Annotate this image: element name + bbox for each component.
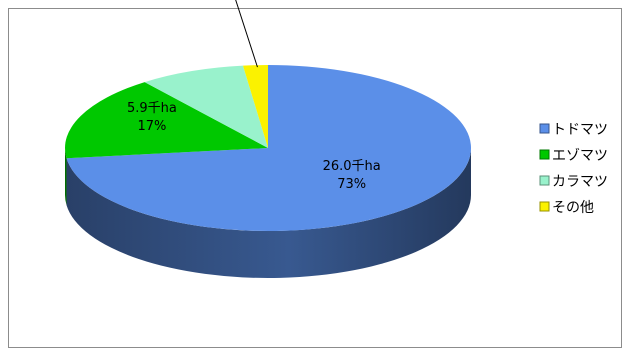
slice-1 — [66, 65, 471, 231]
legend-swatch-1 — [539, 123, 550, 134]
legend-swatch-2 — [539, 149, 550, 160]
legend-label-4: その他 — [552, 200, 594, 216]
slice-1-value-label: 26.0千ha — [323, 159, 381, 174]
slice-3 — [144, 65, 268, 148]
legend-label-2: エゾマツ — [552, 148, 608, 164]
slice-2 — [65, 82, 268, 159]
pie-sides — [65, 148, 472, 278]
leader-line — [235, 0, 258, 68]
pie-tops — [65, 65, 471, 231]
slice-2-value-label: 5.9千ha — [127, 101, 177, 116]
slice-2-percent-label: 17% — [137, 119, 166, 134]
slice-1-percent-label: 73% — [337, 177, 366, 192]
slice-4 — [242, 65, 268, 148]
slice-side-1 — [66, 148, 472, 278]
legend-label-3: カラマツ — [552, 174, 608, 190]
legend-swatch-3 — [539, 175, 550, 186]
slice-side-2 — [65, 148, 67, 206]
legend-label-1: トドマツ — [552, 122, 608, 138]
legend-swatch-4 — [539, 201, 550, 212]
